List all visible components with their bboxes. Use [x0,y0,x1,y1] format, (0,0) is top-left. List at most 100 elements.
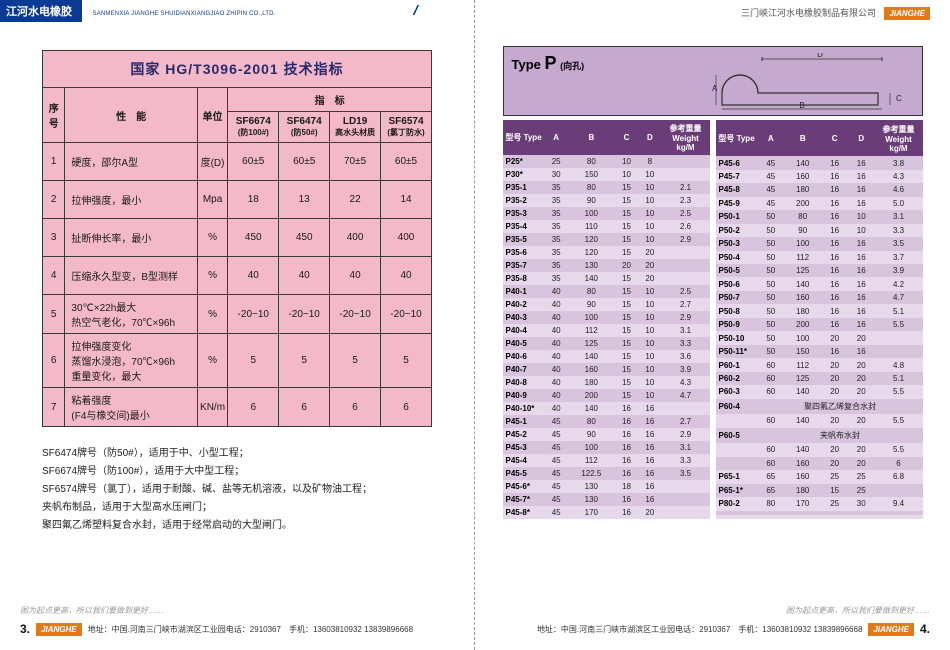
p-col-head: 参考重量Weight kg/M [875,120,923,156]
p-col-head: D [848,120,875,156]
p-row: P50-95020016165.5 [716,318,923,331]
p-row: P40-1408015102.5 [503,285,710,298]
p-row: P50-2509016103.3 [716,224,923,237]
svg-text:D: D [817,53,823,59]
svg-text:A: A [712,84,718,93]
p-row: P45-44511216163.3 [503,454,710,467]
p-row: P35-8351401520 [503,272,710,285]
col-prop: 性 能 [65,88,197,143]
p-row: P50-45011216163.7 [716,251,923,264]
p-row: P50-11*501501616 [716,345,923,358]
p-row: P45-6*451301816 [503,480,710,493]
table-row: 1硬度，邵尔A型度(D)60±560±570±560±5 [43,143,432,181]
p-profile-diagram: D C A B [712,53,912,111]
p-row: P45-74516016164.3 [716,170,923,183]
p-row: P40-74016015103.9 [503,363,710,376]
p-row: P35-6351201520 [503,246,710,259]
company-latin: SANMENXIA JIANGHE SHUIDIANXIANGJIAO ZHIP… [92,11,275,17]
p-row [716,515,923,519]
p-col-head: C [615,120,638,155]
type-p-title: Type P (向孔) [512,57,585,72]
jh-badge-right: JIANGHE [884,7,930,20]
p-row: P40-64014015103.6 [503,350,710,363]
type-p-header: Type P (向孔) D C A B [503,46,923,116]
p-row: 6016020206 [716,457,923,470]
p-row: P60-36014020205.5 [716,385,923,398]
tech-spec-table: 国家 HG/T3096-2001 技术指标 序号 性 能 单位 指 标 SF66… [42,50,432,427]
p-row: P40-54012515103.3 [503,337,710,350]
p-col-head: A [545,120,568,155]
left-footer: 图为起点更高，所以我们要做到更好…… 3. JIANGHE 地址：中国.河南三门… [0,605,474,636]
p-col-head: B [784,120,821,156]
p-row: P45-64514016163.8 [716,156,923,169]
p-col-head: 参考重量Weight kg/M [662,120,710,155]
jh-badge: JIANGHE [36,623,82,636]
p-row: P45-84518016164.6 [716,183,923,196]
p-row: P45-34510016163.1 [503,441,710,454]
p-row: P50-85018016165.1 [716,304,923,317]
p-row: P35-53512015102.9 [503,233,710,246]
address-right: 地址：中国.河南三门峡市湖滨区工业园电话：2910367 手机：13603810… [537,624,862,635]
table-row: 2拉伸强度，最小Mpa18132214 [43,181,432,219]
table-row: 7粘着强度(F4与橡交间)最小KN/m6666 [43,388,432,427]
p-table-right: 型号 TypeABCD参考重量Weight kg/MP45-6451401616… [716,120,923,519]
p-row: P60-4聚四氟乙烯复合水封 [716,399,923,415]
right-page: 三门峡江河水电橡胶制品有限公司 JIANGHE Type P (向孔) D C … [475,0,950,650]
p-table-left: 型号 TypeABCD参考重量Weight kg/MP25*2580108P30… [503,120,710,519]
col-seq: 序号 [43,88,65,143]
p-row: P45-94520016165.0 [716,197,923,210]
model-col: SF6474(防50#) [279,112,330,143]
table-row: 6拉伸强度变化蒸馏水浸泡，70℃×96h重量变化，最大%5555 [43,334,432,388]
p-row: P40-94020015104.7 [503,389,710,402]
table-title: 国家 HG/T3096-2001 技术指标 [43,51,432,88]
col-index: 指 标 [228,88,432,112]
type-p-tables: 型号 TypeABCD参考重量Weight kg/MP25*2580108P30… [503,120,923,519]
slogan: 图为起点更高，所以我们要做到更好…… [20,605,454,616]
p-row: P80-28017025309.4 [716,497,923,510]
note-line: SF6674牌号（防100#），适用于大中型工程； [42,463,432,481]
table-row: 3扯断伸长率，最小%450450400400 [43,219,432,257]
p-row: 6014020205.5 [716,443,923,456]
p-row: 6014020205.5 [716,414,923,427]
p-col-head: C [821,120,848,156]
model-col: SF6574(氯丁防水) [381,112,432,143]
p-row: P60-5夹帆布水封 [716,428,923,444]
p-row: P40-2409015102.7 [503,298,710,311]
p-row: P50-65014016164.2 [716,277,923,290]
p-row: P40-84018015104.3 [503,376,710,389]
p-row: P35-2359015102.3 [503,194,710,207]
p-row: P45-1458016162.7 [503,415,710,428]
p-row: P50-55012516163.9 [716,264,923,277]
note-line: SF6474牌号（防50#），适用于中、小型工程； [42,445,432,463]
p-row: P30*301501010 [503,168,710,181]
p-row: P45-7*451301616 [503,493,710,506]
p-row: P45-2459016162.9 [503,428,710,441]
logo-text: 江河水电橡胶 [0,0,82,22]
model-col: SF6674(防100#) [228,112,279,143]
note-line: 聚四氟乙烯塑料复合水封，适用于经常启动的大型闸门。 [42,517,432,535]
table-row: 530℃×22h最大热空气老化，70℃×96h%-20~10-20~10-20~… [43,295,432,334]
p-row: P40-44011215103.1 [503,324,710,337]
svg-text:B: B [799,101,804,110]
p-row: P40-10*401401616 [503,402,710,415]
p-row: P60-16011220204.8 [716,358,923,371]
p-row: P50-10501002020 [716,331,923,344]
left-header: 江河水电橡胶 SANMENXIA JIANGHE SHUIDIANXIANGJI… [0,0,474,22]
p-row: P50-75016016164.7 [716,291,923,304]
p-col-head: A [758,120,785,156]
note-line: SF6574牌号（氯丁），适用于耐酸、碱、盐等无机溶液，以及矿物油工程； [42,481,432,499]
svg-text:C: C [896,94,902,103]
p-row: P65-1*651801525 [716,484,923,497]
p-col-head: 型号 Type [503,120,545,155]
p-row: P50-1508016103.1 [716,210,923,223]
p-col-head: D [638,120,661,155]
table-row: 4压缩永久型变，B型测样%40404040 [43,257,432,295]
model-col: LD19高水头材质 [330,112,381,143]
address-left: 地址：中国.河南三门峡市湖滨区工业园电话：2910367 手机：13603810… [88,624,413,635]
jh-badge-foot-right: JIANGHE [868,623,914,636]
p-row: P35-1358015102.1 [503,181,710,194]
p-col-head: 型号 Type [716,120,758,156]
notes-block: SF6474牌号（防50#），适用于中、小型工程；SF6674牌号（防100#）… [42,445,432,535]
p-row: P45-545122.516163.5 [503,467,710,480]
slogan-right: 图为起点更高，所以我们要做到更好…… [495,605,930,616]
